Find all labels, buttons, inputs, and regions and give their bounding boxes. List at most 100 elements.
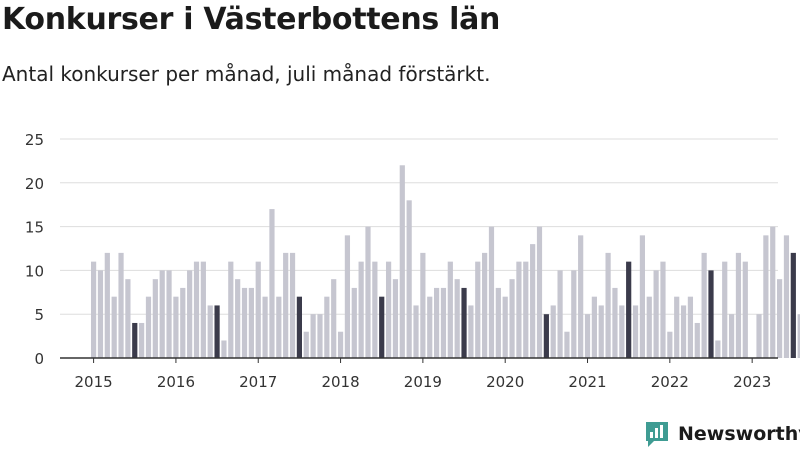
bar: [344, 235, 351, 358]
bar: [626, 261, 632, 358]
x-tick-label: 2023: [733, 373, 771, 391]
x-tick-label: 2019: [404, 373, 442, 391]
chart-title: Konkurser i Västerbottens län: [2, 2, 501, 37]
bar: [406, 200, 412, 358]
bar: [221, 340, 227, 358]
bar: [605, 252, 611, 358]
bar: [557, 270, 563, 358]
bar: [742, 261, 748, 358]
bar: [797, 314, 800, 358]
bar: [447, 261, 453, 358]
bar: [399, 165, 405, 358]
bar: [152, 279, 158, 358]
bar: [365, 226, 371, 358]
bar: [728, 314, 735, 358]
y-tick-label: 5: [34, 306, 44, 324]
bar: [337, 331, 344, 358]
bar: [488, 226, 495, 358]
bar: [372, 261, 378, 358]
bar: [612, 287, 618, 358]
bar: [619, 305, 625, 358]
bar: [187, 270, 193, 358]
bar: [180, 287, 186, 358]
bar: [509, 279, 515, 358]
bar: [351, 287, 357, 358]
bar: [454, 279, 460, 358]
bar: [434, 287, 440, 358]
bar: [193, 261, 200, 358]
bar: [91, 261, 97, 358]
bar: [385, 261, 392, 358]
bar: [427, 296, 433, 358]
bar: [770, 226, 776, 358]
newsworthy-logo-icon: [646, 422, 668, 447]
x-tick-label: 2022: [651, 373, 689, 391]
bar: [653, 270, 659, 358]
bar: [461, 287, 467, 358]
bar: [694, 322, 700, 358]
bar: [392, 279, 399, 358]
bar: [262, 296, 268, 358]
y-tick-label: 15: [25, 219, 44, 237]
bar: [324, 296, 330, 358]
bar: [118, 252, 124, 358]
bar: [591, 296, 597, 358]
bar: [97, 270, 104, 358]
bar: [235, 279, 241, 358]
bar: [111, 296, 117, 358]
bar: [228, 261, 234, 358]
bar: [289, 252, 296, 358]
bar: [584, 314, 591, 358]
bar: [639, 235, 645, 358]
bar: [269, 209, 275, 358]
bar: [708, 270, 714, 358]
bar: [667, 331, 673, 358]
bar: [783, 235, 790, 358]
bar: [722, 261, 728, 358]
bar: [550, 305, 556, 358]
bar: [310, 314, 316, 358]
bar: [475, 261, 481, 358]
bar: [317, 314, 323, 358]
bar: [701, 252, 707, 358]
bar: [536, 226, 543, 358]
brand-logo: Newsworthy: [644, 420, 800, 448]
bar: [255, 261, 261, 358]
bar: [413, 305, 419, 358]
bar: [173, 296, 179, 358]
bar: [763, 235, 769, 358]
bar: [571, 270, 577, 358]
bar: [139, 322, 145, 358]
bar: [420, 252, 426, 358]
bar: [482, 252, 488, 358]
bar: [790, 252, 796, 358]
bar: [358, 261, 364, 358]
bar: [495, 287, 501, 358]
x-tick-label: 2021: [568, 373, 606, 391]
bar: [598, 305, 604, 358]
bar: [303, 331, 309, 358]
brand-name: Newsworthy: [678, 423, 800, 445]
chart-subtitle: Antal konkurser per månad, juli månad fö…: [2, 62, 491, 86]
bar: [283, 252, 289, 358]
bar: [214, 305, 220, 358]
bar: [440, 287, 447, 358]
bar: [687, 296, 694, 358]
x-tick-label: 2018: [321, 373, 359, 391]
bar: [166, 270, 172, 358]
bar: [660, 261, 666, 358]
bar: [502, 296, 508, 358]
bar: [516, 261, 522, 358]
bar: [543, 314, 549, 358]
bar: [674, 296, 680, 358]
x-tick-label: 2020: [486, 373, 524, 391]
bar: [680, 305, 687, 358]
bar: [523, 261, 529, 358]
bar: [578, 235, 584, 358]
bar: [296, 296, 302, 358]
bar: [735, 252, 742, 358]
bar: [104, 252, 110, 358]
bar: [646, 296, 652, 358]
bar: [715, 340, 721, 358]
